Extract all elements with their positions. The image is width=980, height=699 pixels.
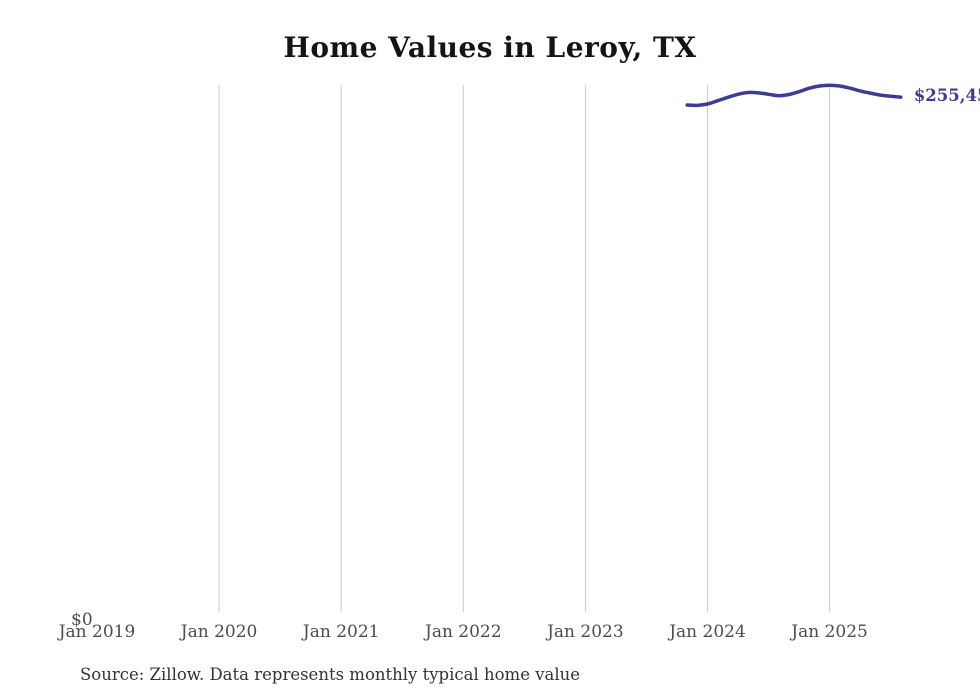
x-axis-tick-label: Jan 2021 (302, 622, 380, 642)
x-axis-tick-label: Jan 2020 (180, 622, 258, 642)
x-axis-tick-label: Jan 2023 (547, 622, 624, 642)
x-axis-tick-label: Jan 2022 (425, 622, 502, 642)
trend-line (685, 83, 903, 108)
x-axis-tick-label: Jan 2024 (669, 622, 746, 642)
chart-title: Home Values in Leroy, TX (283, 31, 697, 64)
source-note: Source: Zillow. Data represents monthly … (80, 665, 581, 684)
x-axis-tick-label: Jan 2025 (791, 622, 868, 642)
y-axis-zero-label: $0 (71, 610, 93, 630)
x-axis-tick-label: Jan 2019 (58, 622, 136, 642)
latest-value-label: $255,453 (913, 86, 980, 106)
